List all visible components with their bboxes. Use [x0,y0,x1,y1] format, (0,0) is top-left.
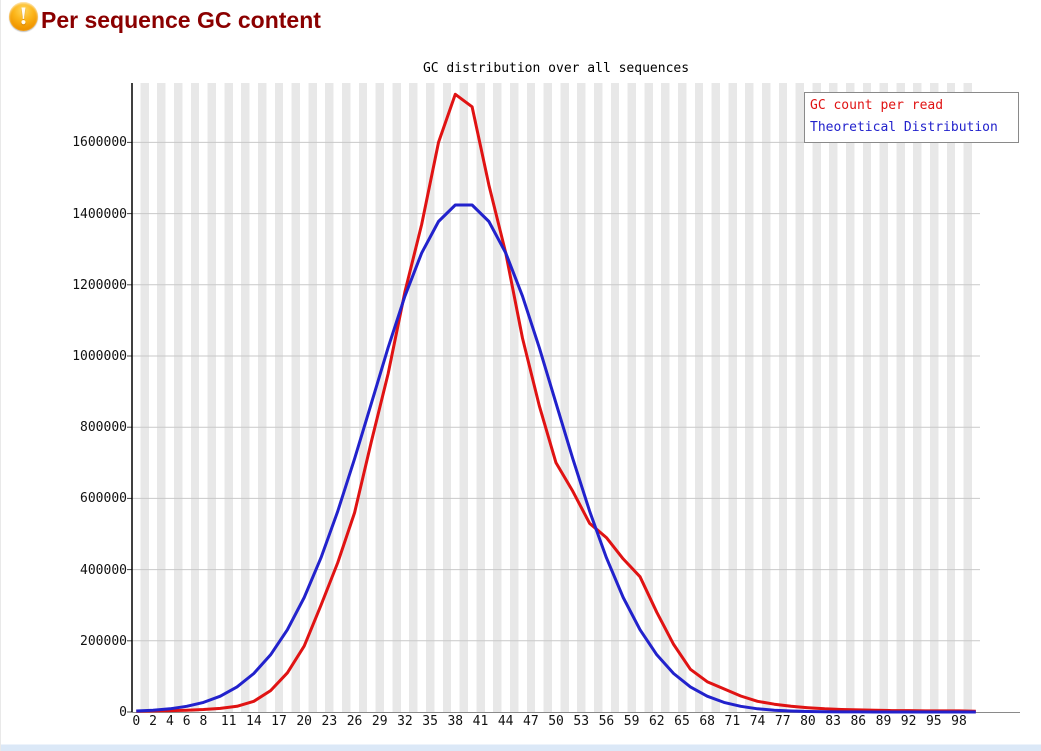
x-tick-label: 83 [825,714,841,729]
x-tick-label: 17 [271,714,287,729]
y-tick-label: 1000000 [72,349,127,364]
x-tick-label: 98 [951,714,967,729]
y-tick-label: 200000 [80,633,127,649]
x-tick-label: 23 [321,714,338,729]
legend-item: Theoretical Distribution [810,120,998,135]
x-tick-label: 53 [573,714,590,729]
x-tick-label: 0 [132,714,141,729]
x-tick-label: 44 [497,714,514,729]
warning-exclamation: ! [18,3,29,30]
x-tick-label: 14 [246,714,262,729]
x-tick-label: 32 [397,714,413,729]
x-tick-label: 8 [199,714,208,729]
x-tick-label: 71 [724,714,741,729]
legend-item: GC count per read [810,98,944,113]
x-tick-label: 41 [472,714,489,729]
x-tick-label: 77 [774,714,791,729]
warning-icon: ! [9,2,38,31]
section-header: ! Per sequence GC content [9,2,321,34]
chart-legend: GC count per read Theoretical Distributio… [804,92,1019,143]
x-tick-label: 59 [623,714,640,729]
x-tick-label: 56 [598,714,615,729]
y-tick-label: 800000 [80,420,127,436]
x-tick-label: 6 [182,714,191,729]
series-line-gc-count-per-read [136,92,976,713]
y-tick-label: 400000 [80,562,127,578]
plot-background-stripes [132,83,980,712]
x-tick-label: 62 [648,714,665,729]
page-bottom-bar [1,744,1041,751]
x-tick-label: 89 [875,714,892,729]
x-tick-label: 80 [800,714,816,729]
x-tick-label: 2 [149,714,157,729]
x-tick-label: 11 [220,714,237,729]
x-tick-label: 20 [296,714,313,729]
x-tick-label: 38 [447,714,464,729]
x-tick-label: 68 [699,714,715,729]
chart-title: GC distribution over all sequences [422,61,690,76]
x-tick-label: 35 [422,714,438,729]
y-tick-label: 1600000 [72,135,127,151]
y-tick-label: 0 [119,705,127,720]
x-tick-label: 92 [900,714,917,729]
y-tick-label: 1200000 [72,277,127,293]
x-tick-label: 86 [850,714,867,729]
page-title: Per sequence GC content [41,7,321,33]
y-tick-label: 1400000 [72,206,127,222]
x-tick-label: 65 [674,714,690,729]
x-tick-label: 50 [548,714,564,729]
x-tick-label: 26 [346,714,363,729]
x-tick-label: 29 [371,714,388,729]
x-tick-label: 74 [749,714,766,729]
x-tick-label: 4 [165,714,174,729]
series-line-theoretical-distribution [136,203,976,714]
x-tick-label: 47 [523,714,539,729]
x-tick-label: 95 [925,714,942,729]
y-tick-label: 600000 [80,491,127,507]
